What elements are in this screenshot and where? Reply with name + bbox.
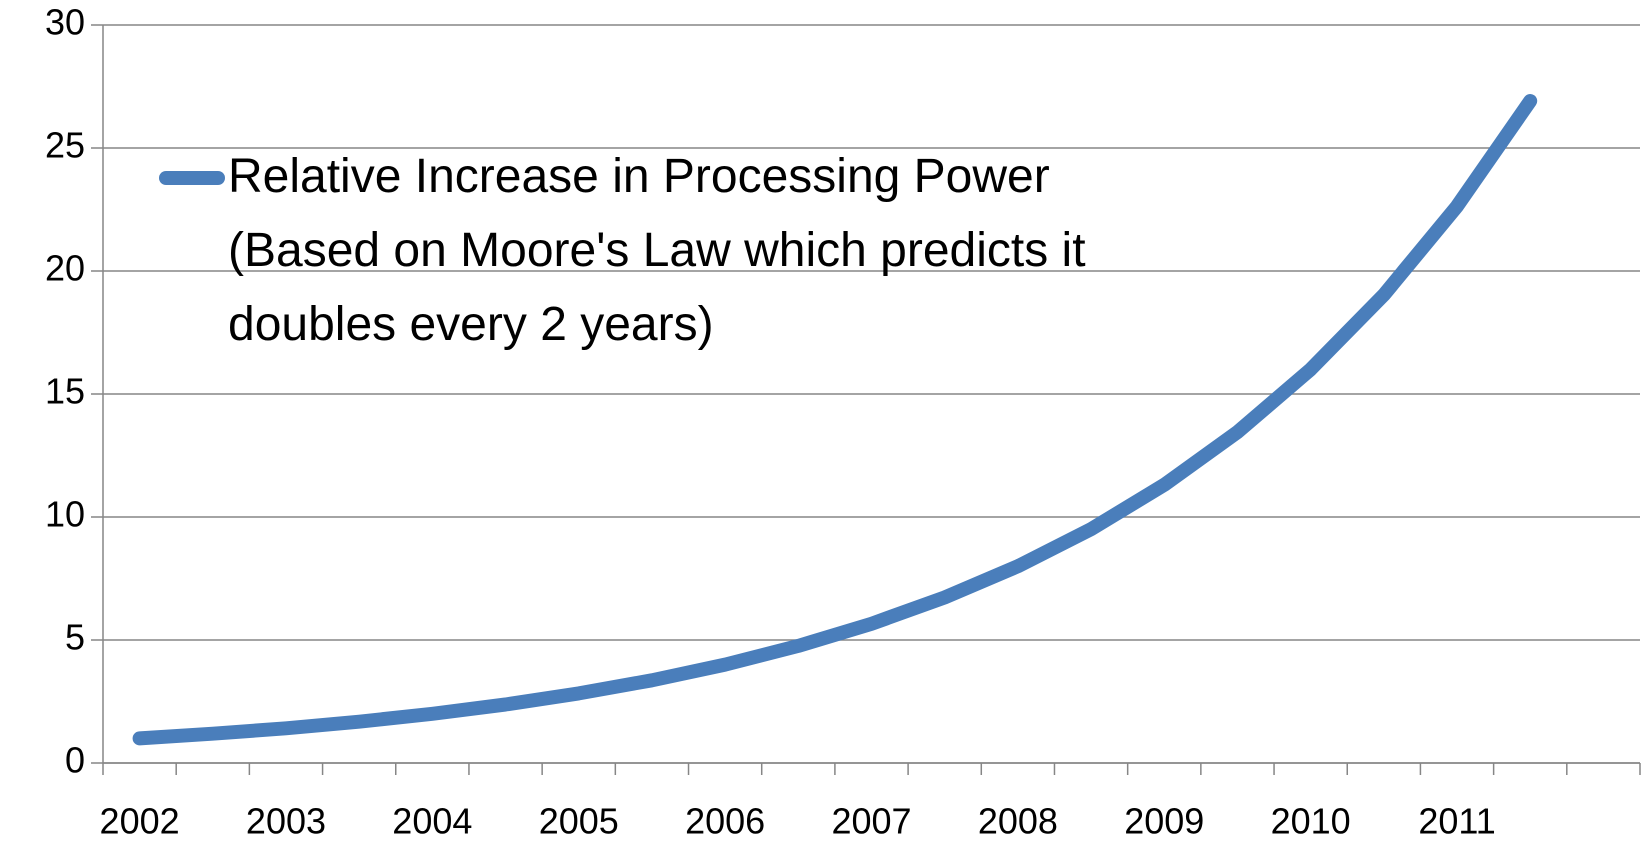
x-tick-label: 2008 — [978, 801, 1058, 842]
y-tick-label: 0 — [65, 740, 85, 781]
x-tick-label: 2003 — [246, 801, 326, 842]
x-tick-label: 2011 — [1418, 801, 1495, 842]
series-line — [132, 94, 1538, 746]
y-tick-label: 10 — [45, 494, 85, 535]
y-tick-label: 15 — [45, 371, 85, 412]
y-tick-label: 20 — [45, 248, 85, 289]
x-tick-label: 2007 — [831, 801, 911, 842]
y-tick-label: 30 — [45, 2, 85, 43]
x-tick-label: 2005 — [539, 801, 619, 842]
x-tick-label: 2004 — [392, 801, 472, 842]
legend-label: Relative Increase in Processing Power (B… — [228, 150, 1086, 351]
x-tick-label: 2006 — [685, 801, 765, 842]
x-tick-label: 2009 — [1124, 801, 1204, 842]
x-tick-label: 2002 — [100, 801, 180, 842]
y-tick-label: 25 — [45, 125, 85, 166]
y-tick-label: 5 — [65, 617, 85, 658]
x-tick-label: 2010 — [1271, 801, 1351, 842]
